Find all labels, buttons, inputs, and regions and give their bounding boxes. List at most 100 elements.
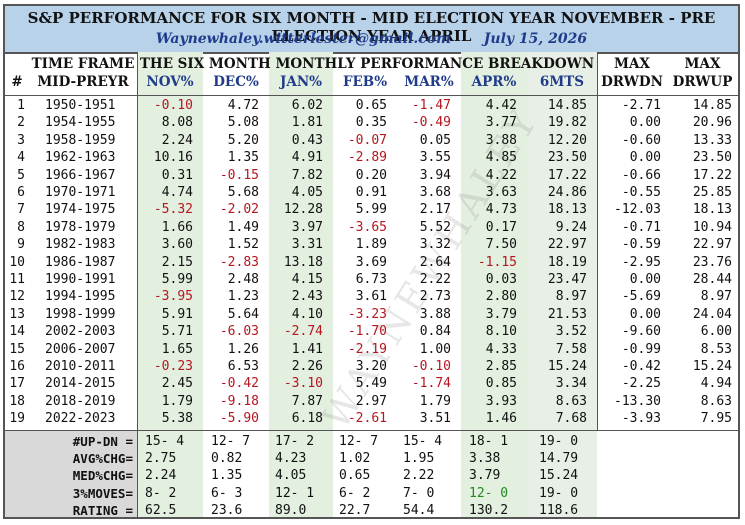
cell-max-drwup: 24.04 xyxy=(692,306,732,322)
row-index: 3 xyxy=(17,132,25,148)
summary-cell-jan: 12- 1 xyxy=(275,485,315,501)
summary-cell-nov: 8- 2 xyxy=(145,485,177,501)
cell-nov: 2.15 xyxy=(161,254,193,270)
summary-cell-dec: 1.35 xyxy=(211,468,243,484)
cell-mar: 3.55 xyxy=(419,150,451,166)
summary-cell-feb: 12- 7 xyxy=(339,434,379,449)
header-feb: FEB% xyxy=(342,74,388,90)
cell-max-drwdn: -0.99 xyxy=(621,341,661,357)
cell-apr: 0.03 xyxy=(485,272,517,287)
row-index: 13 xyxy=(9,306,25,322)
cell-mar: 3.68 xyxy=(419,185,451,200)
summary-cell-jan: 17- 2 xyxy=(275,434,315,449)
row-time-frame: 1958-1959 xyxy=(45,132,116,148)
cell-feb: -2.19 xyxy=(347,341,387,357)
cell-mar: 2.17 xyxy=(419,202,451,218)
cell-apr: -1.15 xyxy=(477,254,517,270)
cell-feb: 0.65 xyxy=(355,98,387,113)
cell-6mts: 18.19 xyxy=(547,254,587,270)
cell-dec: 5.64 xyxy=(227,306,259,322)
cell-max-drwup: 15.24 xyxy=(692,359,732,374)
cell-max-drwup: 23.76 xyxy=(692,254,732,270)
cell-6mts: 22.97 xyxy=(547,237,587,253)
cell-max-drwup: 8.53 xyxy=(700,341,732,357)
cell-6mts: 23.47 xyxy=(547,272,587,287)
cell-feb: 0.20 xyxy=(355,167,387,183)
row-index: 1 xyxy=(17,98,25,113)
cell-jan: 2.43 xyxy=(291,289,323,305)
header-6mts: 6MTS xyxy=(539,74,585,90)
row-time-frame: 1954-1955 xyxy=(45,115,116,131)
summary-cell-jan: 89.0 xyxy=(275,502,307,518)
row-time-frame: 2018-2019 xyxy=(45,393,116,409)
cell-apr: 7.50 xyxy=(485,237,517,253)
row-time-frame: 2022-2023 xyxy=(45,411,116,427)
cell-nov: 5.91 xyxy=(161,306,193,322)
cell-feb: 5.49 xyxy=(355,376,387,392)
header-breakdown: THE SIX MONTH MONTHLY PERFORMANCE BREAKD… xyxy=(139,56,595,72)
row-time-frame: 1982-1983 xyxy=(45,237,116,253)
cell-nov: 4.74 xyxy=(161,185,193,200)
cell-max-drwdn: -0.71 xyxy=(621,219,661,235)
cell-nov: -0.23 xyxy=(153,359,193,374)
cell-feb: 2.97 xyxy=(355,393,387,409)
cell-apr: 3.88 xyxy=(485,132,517,148)
cell-6mts: 14.85 xyxy=(547,98,587,113)
cell-max-drwup: 23.50 xyxy=(692,150,732,166)
header-bottom-line xyxy=(5,95,738,96)
cell-dec: 5.08 xyxy=(227,115,259,131)
row-index: 4 xyxy=(17,150,25,166)
row-time-frame: 2006-2007 xyxy=(45,341,116,357)
row-index: 2 xyxy=(17,115,25,131)
cell-max-drwup: 22.97 xyxy=(692,237,732,253)
cell-jan: 12.28 xyxy=(283,202,323,218)
summary-cell-6mts: 19- 0 xyxy=(539,434,579,449)
cell-mar: -0.49 xyxy=(411,115,451,131)
cell-max-drwdn: -13.30 xyxy=(614,393,661,409)
summary-cell-nov: 2.24 xyxy=(145,468,177,484)
cell-feb: -3.65 xyxy=(347,219,387,235)
cell-max-drwup: 28.44 xyxy=(692,272,732,287)
cell-max-drwup: 14.85 xyxy=(692,98,732,113)
header-time-frame: TIME FRAME xyxy=(31,56,135,72)
cell-max-drwdn: -9.60 xyxy=(621,324,661,340)
cell-dec: -2.02 xyxy=(219,202,259,218)
cell-mar: 0.84 xyxy=(419,324,451,340)
cell-apr: 1.46 xyxy=(485,411,517,427)
cell-jan: 4.05 xyxy=(291,185,323,200)
row-index: 12 xyxy=(9,289,25,305)
row-time-frame: 1966-1967 xyxy=(45,167,116,183)
cell-dec: 1.35 xyxy=(227,150,259,166)
cell-apr: 3.93 xyxy=(485,393,517,409)
row-index: 18 xyxy=(9,393,25,409)
summary-cell-dec: 0.82 xyxy=(211,451,243,467)
cell-jan: 7.82 xyxy=(291,167,323,183)
cell-max-drwdn: -2.25 xyxy=(621,376,661,392)
cell-nov: -0.10 xyxy=(153,98,193,113)
row-index: 17 xyxy=(9,376,25,392)
cell-nov: 1.66 xyxy=(161,219,193,235)
summary-cell-apr: 18- 1 xyxy=(469,434,509,449)
cell-nov: 3.60 xyxy=(161,237,193,253)
cell-6mts: 7.58 xyxy=(555,341,587,357)
summary-cell-apr: 130.2 xyxy=(469,502,509,518)
header-drwdn: DRWDN xyxy=(601,74,663,90)
summary-cell-mar: 7- 0 xyxy=(403,485,435,501)
summary-cell-jan: 4.05 xyxy=(275,468,307,484)
cell-apr: 0.85 xyxy=(485,376,517,392)
row-index: 11 xyxy=(9,272,25,287)
cell-mar: 0.05 xyxy=(419,132,451,148)
cell-6mts: 15.24 xyxy=(547,359,587,374)
table-frame: S&P PERFORMANCE FOR SIX MONTH - MID ELEC… xyxy=(3,4,740,519)
cell-6mts: 7.68 xyxy=(555,411,587,427)
cell-mar: 3.51 xyxy=(419,411,451,427)
row-index: 6 xyxy=(17,185,25,200)
cell-mar: -1.74 xyxy=(411,376,451,392)
cell-apr: 3.79 xyxy=(485,306,517,322)
cell-max-drwdn: -0.59 xyxy=(621,237,661,253)
header-max-drwup-top: MAX xyxy=(684,56,721,72)
cell-mar: 2.22 xyxy=(419,272,451,287)
cell-nov: -3.95 xyxy=(153,289,193,305)
cell-nov: 10.16 xyxy=(153,150,193,166)
row-time-frame: 2010-2011 xyxy=(45,359,116,374)
